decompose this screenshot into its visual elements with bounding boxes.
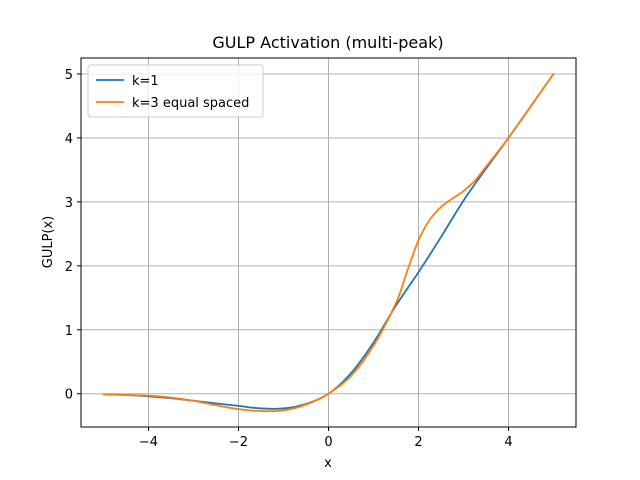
legend-box — [87, 64, 264, 118]
x-tick-label: −4 — [139, 435, 158, 450]
legend-label: k=1 — [132, 74, 159, 89]
x-tick-label: 0 — [324, 435, 332, 450]
legend: k=1 k=3 equal spaced — [87, 64, 264, 118]
plot-lines — [102, 73, 555, 413]
y-tick-label: 2 — [65, 260, 73, 275]
series-line-2 — [102, 73, 555, 413]
chart-title: GULP Activation (multi-peak) — [212, 33, 443, 52]
x-axis-label: x — [324, 456, 332, 471]
x-tick-label: −2 — [229, 435, 248, 450]
y-tick-label: 0 — [65, 388, 73, 403]
x-tick-label: 4 — [504, 435, 512, 450]
y-tick-label: 3 — [65, 196, 73, 211]
y-tick-label: 4 — [65, 132, 73, 147]
y-axis-label: GULP(x) — [41, 216, 56, 269]
x-tick-label: 2 — [414, 435, 422, 450]
legend-label: k=3 equal spaced — [132, 96, 249, 111]
grid-lines — [81, 58, 576, 427]
axis-ticks: −4 −2 0 2 4 0 1 2 3 4 5 — [65, 68, 513, 450]
y-tick-label: 5 — [65, 68, 73, 83]
y-tick-label: 1 — [65, 324, 73, 339]
